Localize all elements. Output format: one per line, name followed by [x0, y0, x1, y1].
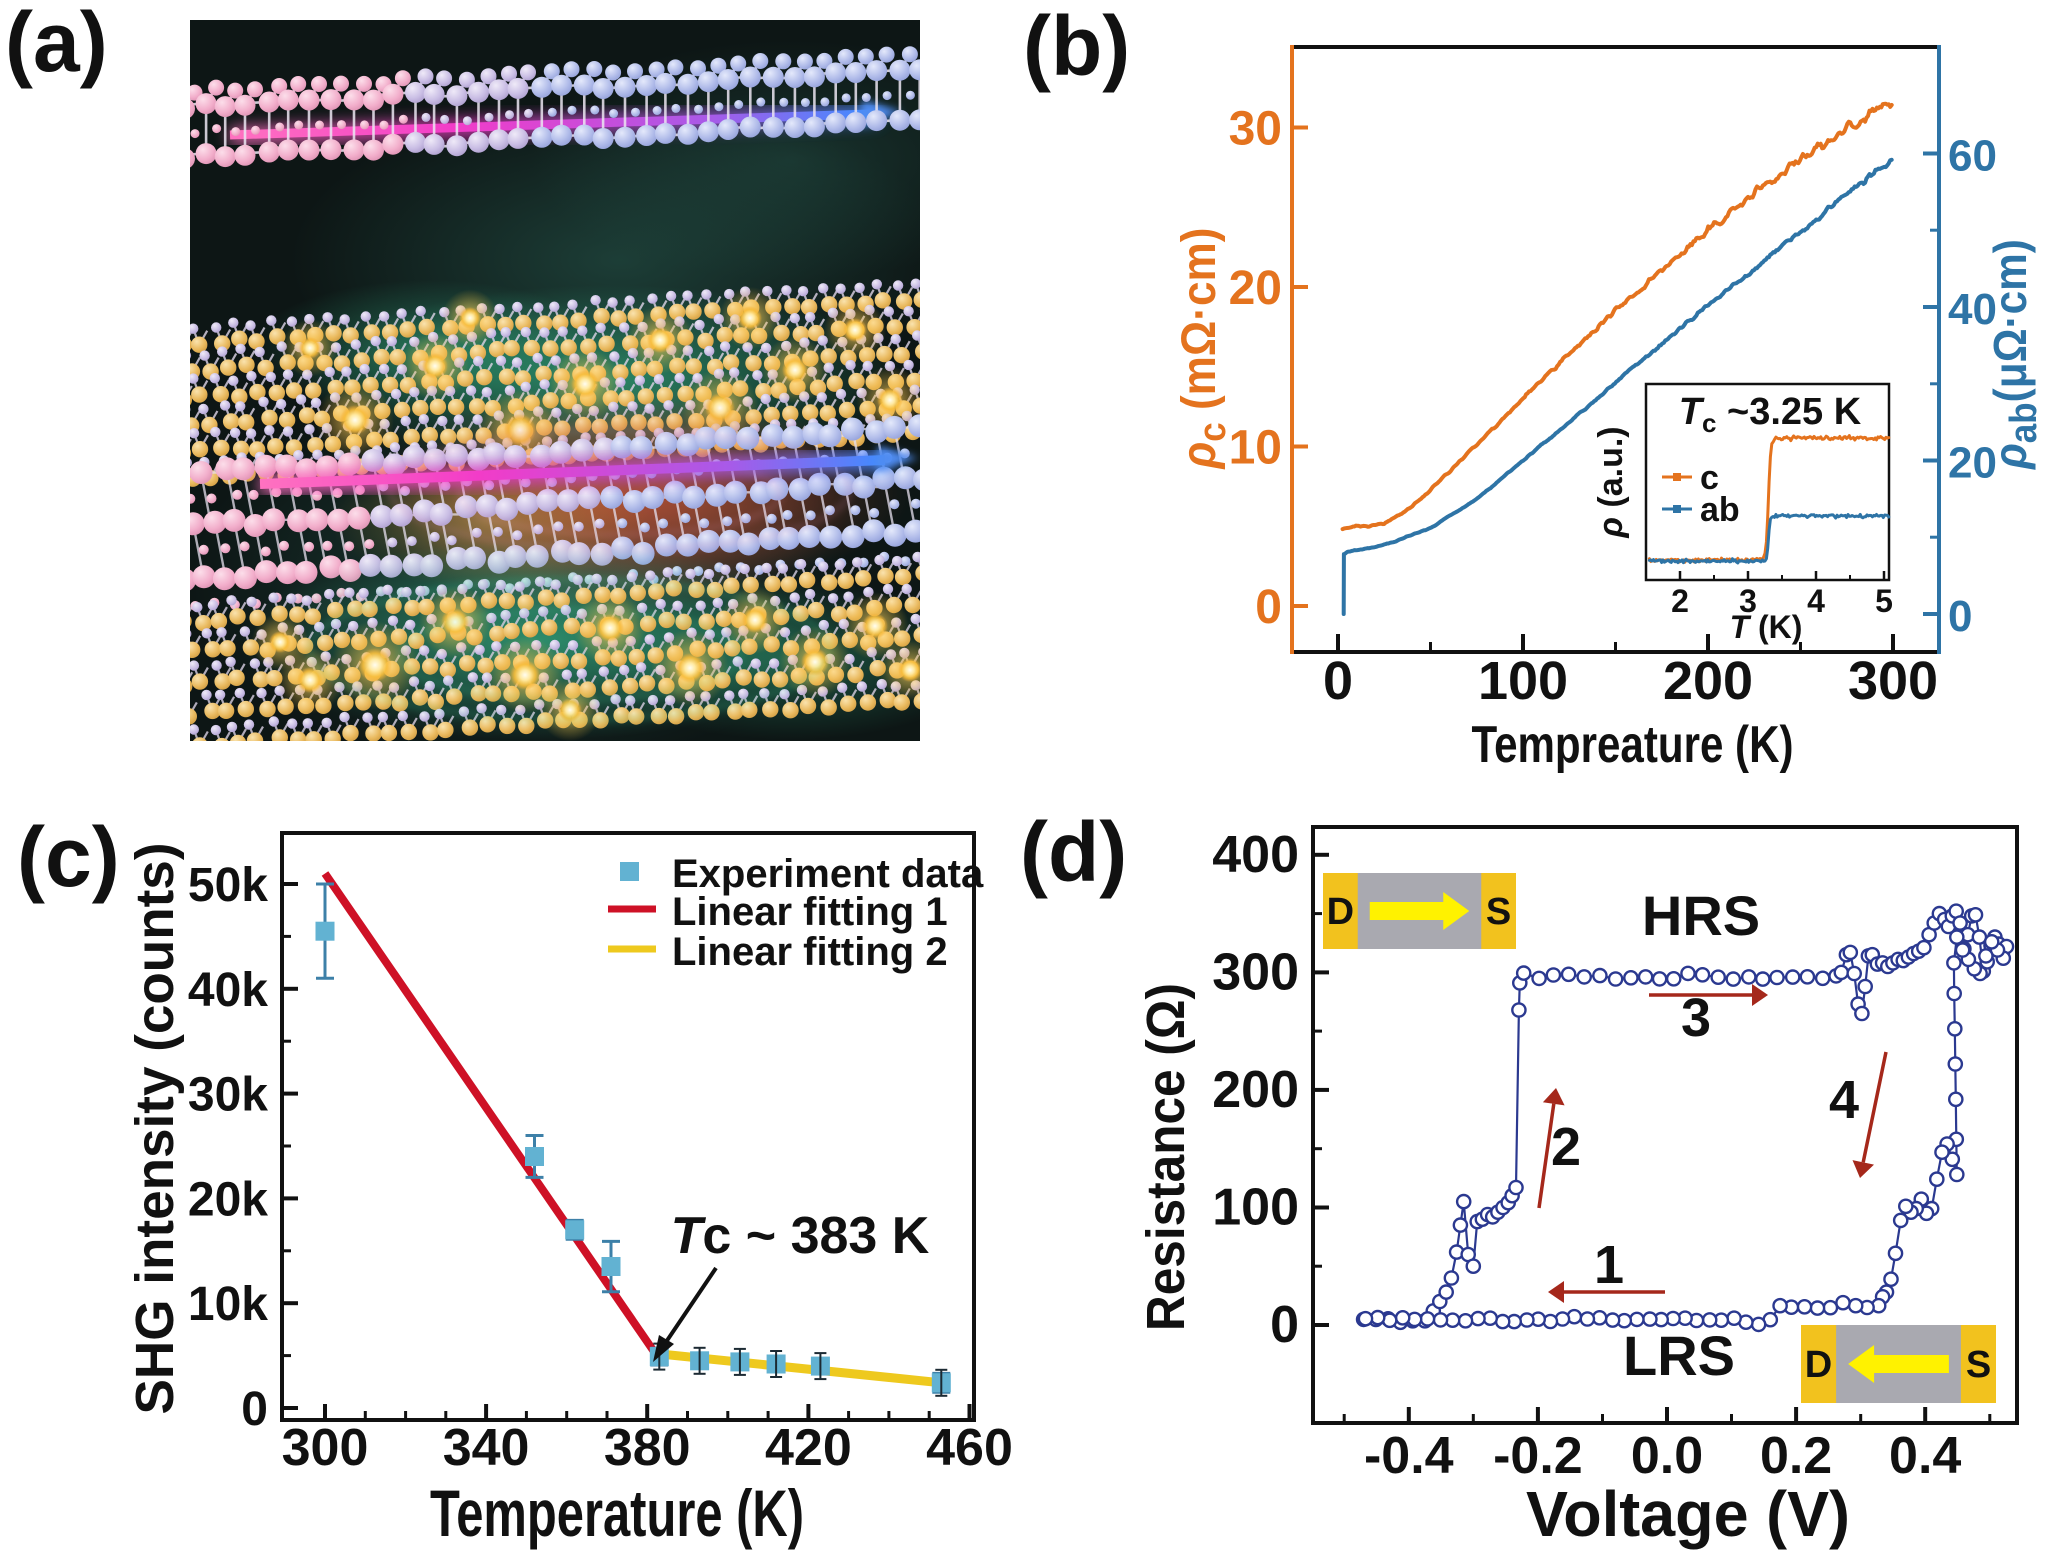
svg-text:10: 10 — [1229, 422, 1282, 475]
svg-text:Temperature (K): Temperature (K) — [430, 1476, 804, 1550]
svg-text:0: 0 — [1948, 592, 1972, 641]
svg-text:100: 100 — [1478, 651, 1568, 711]
svg-text:2: 2 — [1551, 1117, 1581, 1177]
svg-text:Tc ~3.25 K: Tc ~3.25 K — [1679, 391, 1862, 438]
svg-text:200: 200 — [1663, 651, 1753, 711]
svg-text:Tempreature (K): Tempreature (K) — [1472, 716, 1794, 774]
svg-text:20: 20 — [1229, 262, 1282, 315]
svg-text:Tc ~ 383 K: Tc ~ 383 K — [671, 1207, 930, 1265]
svg-text:400: 400 — [1212, 826, 1299, 884]
svg-text:0.0: 0.0 — [1631, 1427, 1703, 1485]
svg-text:0.4: 0.4 — [1889, 1427, 1961, 1485]
svg-text:30k: 30k — [188, 1069, 268, 1122]
svg-text:ab: ab — [1700, 491, 1740, 529]
svg-text:4: 4 — [1829, 1070, 1859, 1130]
svg-text:0.2: 0.2 — [1760, 1427, 1832, 1485]
svg-text:1: 1 — [1594, 1235, 1624, 1295]
svg-text:200: 200 — [1212, 1061, 1299, 1119]
svg-text:50k: 50k — [188, 859, 268, 912]
svg-text:D: D — [1327, 891, 1354, 933]
svg-text:40k: 40k — [188, 964, 268, 1017]
svg-text:D: D — [1805, 1344, 1832, 1386]
svg-text:Resistance (Ω): Resistance (Ω) — [1136, 983, 1196, 1331]
svg-text:Linear fitting 2: Linear fitting 2 — [672, 930, 948, 974]
svg-text:c: c — [1700, 459, 1719, 497]
svg-text:Experiment data: Experiment data — [672, 852, 984, 896]
svg-text:300: 300 — [1848, 651, 1938, 711]
svg-text:100: 100 — [1212, 1179, 1299, 1237]
svg-text:0: 0 — [1255, 581, 1282, 634]
svg-text:ρ (a.u.): ρ (a.u.) — [1592, 426, 1630, 538]
svg-text:Linear fitting 1: Linear fitting 1 — [672, 890, 948, 934]
svg-text:0: 0 — [1270, 1296, 1299, 1354]
svg-text:S: S — [1966, 1344, 1991, 1386]
svg-text:SHG intensity (counts): SHG intensity (counts) — [125, 843, 185, 1415]
svg-text:4: 4 — [1807, 583, 1825, 619]
svg-text:ρab(μΩ·cm): ρab(μΩ·cm) — [1985, 239, 2044, 471]
svg-text:(c): (c) — [17, 810, 120, 904]
svg-text:20: 20 — [1948, 439, 1997, 488]
svg-text:300: 300 — [1212, 943, 1299, 1001]
svg-text:Voltage (V): Voltage (V) — [1526, 1478, 1850, 1550]
svg-text:20k: 20k — [188, 1173, 268, 1226]
svg-text:380: 380 — [604, 1419, 691, 1477]
svg-text:300: 300 — [282, 1419, 369, 1477]
svg-text:T (K): T (K) — [1730, 609, 1803, 645]
svg-text:HRS: HRS — [1642, 884, 1760, 947]
svg-text:420: 420 — [765, 1419, 852, 1477]
svg-text:0: 0 — [1323, 651, 1353, 711]
svg-text:LRS: LRS — [1623, 1324, 1735, 1387]
svg-text:ρc (mΩ·cm): ρc (mΩ·cm) — [1171, 227, 1233, 470]
svg-text:(b): (b) — [1023, 0, 1130, 93]
svg-text:(a): (a) — [5, 0, 108, 89]
svg-text:460: 460 — [926, 1419, 1013, 1477]
svg-text:0: 0 — [241, 1383, 268, 1436]
svg-text:3: 3 — [1681, 988, 1711, 1048]
svg-text:(d): (d) — [1020, 805, 1127, 899]
svg-text:30: 30 — [1229, 103, 1282, 156]
svg-text:2: 2 — [1671, 583, 1689, 619]
svg-text:-0.2: -0.2 — [1493, 1427, 1583, 1485]
svg-text:40: 40 — [1948, 285, 1997, 334]
svg-text:10k: 10k — [188, 1278, 268, 1331]
svg-text:5: 5 — [1875, 583, 1893, 619]
svg-text:S: S — [1486, 891, 1511, 933]
svg-text:340: 340 — [443, 1419, 530, 1477]
svg-text:60: 60 — [1948, 132, 1997, 181]
svg-text:-0.4: -0.4 — [1364, 1427, 1454, 1485]
svg-text:3: 3 — [1739, 583, 1757, 619]
